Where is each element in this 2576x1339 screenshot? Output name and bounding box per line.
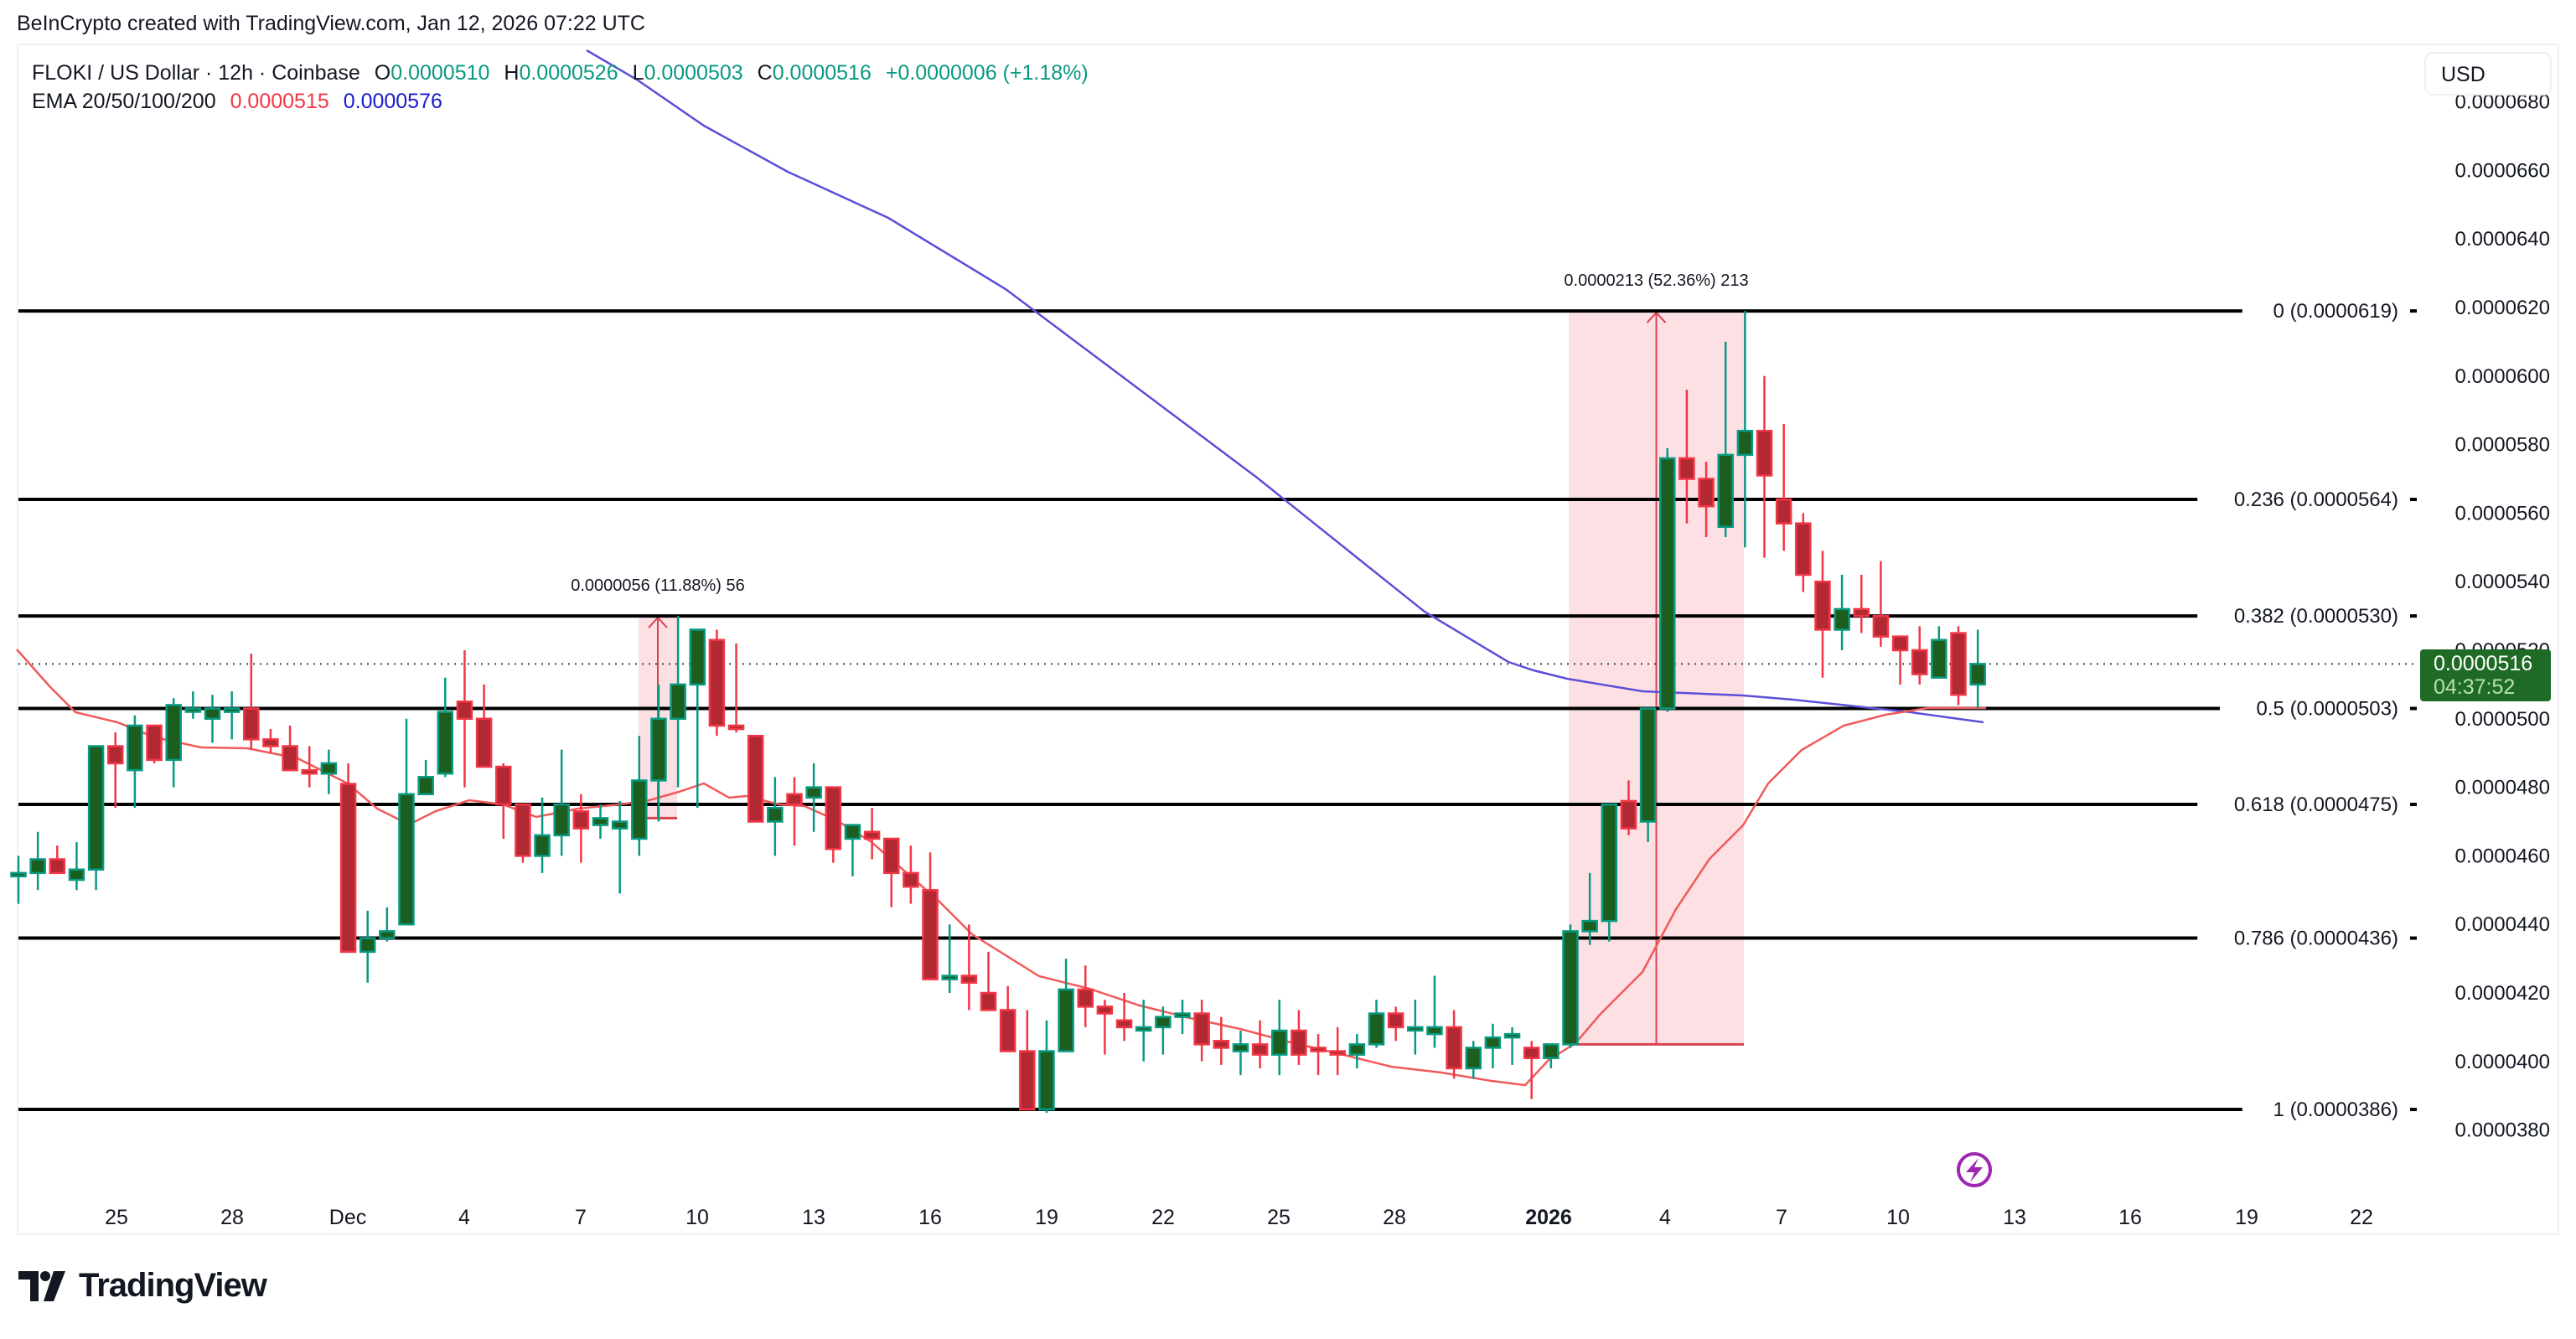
price-tick: 0.0000480	[2455, 777, 2550, 799]
time-tick: 4	[1659, 1206, 1671, 1229]
price-tick: 0.0000560	[2455, 502, 2550, 525]
fib-level-1[interactable]: 1 (0.0000386)	[18, 1099, 2417, 1121]
time-tick: 13	[802, 1206, 825, 1229]
time-tick: 25	[105, 1206, 128, 1229]
time-tick: 22	[2350, 1206, 2373, 1229]
chart-credit: BeInCrypto created with TradingView.com,…	[17, 12, 645, 35]
fib-label: 0.382 (0.0000530)	[2234, 605, 2398, 628]
time-tick: 22	[1151, 1206, 1175, 1229]
price-tick: 0.0000460	[2455, 845, 2550, 867]
open-value: 0.0000510	[391, 61, 490, 85]
time-tick: 16	[918, 1206, 942, 1229]
low-value: 0.0000503	[644, 61, 743, 85]
fib-label: 1 (0.0000386)	[2273, 1099, 2398, 1121]
time-tick: 16	[2118, 1206, 2142, 1229]
fib-level-0.236[interactable]: 0.236 (0.0000564)	[18, 489, 2417, 511]
tradingview-logo-icon	[18, 1270, 65, 1301]
time-tick: 2026	[1525, 1206, 1572, 1229]
chart-frame	[17, 44, 2559, 1235]
fib-level-0[interactable]: 0 (0.0000619)	[18, 300, 2417, 323]
price-tick: 0.0000600	[2455, 365, 2550, 388]
time-tick: Dec	[329, 1206, 366, 1229]
ema-label[interactable]: EMA 20/50/100/200	[32, 90, 216, 113]
time-tick: 28	[1383, 1206, 1406, 1229]
price-tick: 0.0000380	[2455, 1119, 2550, 1142]
price-tick: 0.0000540	[2455, 571, 2550, 593]
tradingview-logo[interactable]: TradingView	[18, 1267, 267, 1305]
fib-label: 0 (0.0000619)	[2273, 300, 2398, 323]
measure-label: 0.0000056 (11.88%) 56	[571, 576, 745, 595]
measure-label: 0.0000213 (52.36%) 213	[1564, 271, 1748, 290]
low-label: L	[632, 61, 644, 85]
fib-label: 0.618 (0.0000475)	[2234, 794, 2398, 816]
last-price-tag: 0.0000516 04:37:52	[2420, 649, 2551, 701]
price-tick: 0.0000400	[2455, 1051, 2550, 1073]
currency-button[interactable]: USD	[2424, 52, 2552, 96]
close-value: 0.0000516	[772, 61, 872, 85]
time-tick: 28	[220, 1206, 244, 1229]
price-tick: 0.0000440	[2455, 913, 2550, 936]
lightning-icon[interactable]	[1957, 1152, 1992, 1187]
time-tick: 19	[2235, 1206, 2258, 1229]
high-value: 0.0000526	[519, 61, 618, 85]
fib-label: 0.5 (0.0000503)	[2257, 698, 2398, 721]
fib-label: 0.236 (0.0000564)	[2234, 489, 2398, 511]
bar-countdown: 04:37:52	[2434, 675, 2516, 699]
ema20-line	[16, 649, 1986, 1087]
change-value: +0.0000006 (+1.18%)	[885, 61, 1089, 85]
high-label: H	[504, 61, 520, 85]
last-price-value: 0.0000516	[2434, 652, 2533, 675]
chart-legend: FLOKI / US Dollar · 12h · Coinbase O0.00…	[32, 59, 1089, 116]
fib-level-0.382[interactable]: 0.382 (0.0000530)	[18, 605, 2417, 628]
symbol-row: FLOKI / US Dollar · 12h · Coinbase O0.00…	[32, 59, 1089, 87]
time-tick: 19	[1035, 1206, 1058, 1229]
time-tick: 10	[685, 1206, 709, 1229]
fib-level-0.786[interactable]: 0.786 (0.0000436)	[18, 928, 2417, 950]
price-tick: 0.0000420	[2455, 982, 2550, 1005]
price-axis[interactable]: 0.00006800.00006600.00006400.00006200.00…	[2455, 91, 2550, 1142]
ema-row: EMA 20/50/100/200 0.0000515 0.0000576	[32, 87, 1089, 116]
logo-text: TradingView	[79, 1267, 267, 1304]
candles	[10, 311, 1986, 1114]
time-tick: 13	[2003, 1206, 2026, 1229]
open-label: O	[374, 61, 391, 85]
fib-level-0.618[interactable]: 0.618 (0.0000475)	[18, 794, 2417, 816]
price-tick: 0.0000640	[2455, 228, 2550, 251]
symbol-title[interactable]: FLOKI / US Dollar · 12h · Coinbase	[32, 61, 360, 85]
fib-label: 0.786 (0.0000436)	[2234, 928, 2398, 950]
ema200-line	[586, 49, 1984, 724]
price-tick: 0.0000500	[2455, 708, 2550, 731]
time-tick: 4	[458, 1206, 470, 1229]
fib-level-0.5[interactable]: 0.5 (0.0000503)	[18, 698, 2417, 721]
price-tick: 0.0000580	[2455, 434, 2550, 457]
time-tick: 25	[1267, 1206, 1291, 1229]
ema200-value: 0.0000576	[343, 90, 442, 113]
time-tick: 10	[1886, 1206, 1910, 1229]
close-label: C	[757, 61, 773, 85]
price-tick: 0.0000660	[2455, 159, 2550, 182]
ema20-value: 0.0000515	[230, 90, 329, 113]
time-tick: 7	[575, 1206, 587, 1229]
time-axis[interactable]: 25 28 Dec 4 7 10 13 16 19 22 25 28 2026 4 7 10 13 16 19 22	[105, 1206, 2373, 1229]
time-tick: 7	[1776, 1206, 1787, 1229]
price-tick: 0.0000620	[2455, 297, 2550, 319]
